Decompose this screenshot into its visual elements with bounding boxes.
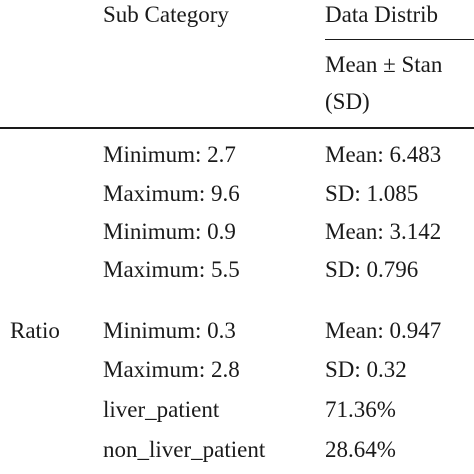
table-row-dist: SD: 0.796 (325, 257, 419, 282)
table-row-dist: 71.36% (325, 397, 396, 422)
table-row-sub: Maximum: 5.5 (103, 257, 240, 282)
header-sd: (SD) (325, 89, 370, 114)
table-row-sub: Minimum: 0.3 (103, 318, 236, 343)
row-label-ratio: Ratio (10, 318, 60, 343)
header-underline (325, 39, 474, 40)
header-bottom-rule (0, 127, 474, 129)
table-row-sub: Minimum: 0.9 (103, 219, 236, 244)
table-row-dist: SD: 1.085 (325, 181, 419, 206)
table-row-sub: liver_patient (103, 397, 220, 422)
table-row-dist: Mean: 0.947 (325, 318, 442, 343)
table-row-dist: SD: 0.32 (325, 357, 407, 382)
table-row-dist: 28.64% (325, 437, 396, 462)
table-row-sub: Minimum: 2.7 (103, 142, 236, 167)
table-row-sub: Maximum: 9.6 (103, 181, 240, 206)
table-row-dist: Mean: 6.483 (325, 142, 442, 167)
header-data-distribution: Data Distrib (325, 2, 439, 27)
table-row-dist: Mean: 3.142 (325, 219, 442, 244)
table-row-sub: Maximum: 2.8 (103, 357, 240, 382)
table-row-sub: non_liver_patient (103, 437, 266, 462)
header-sub-category: Sub Category (103, 2, 229, 27)
header-mean-std: Mean ± Stan (325, 52, 443, 77)
